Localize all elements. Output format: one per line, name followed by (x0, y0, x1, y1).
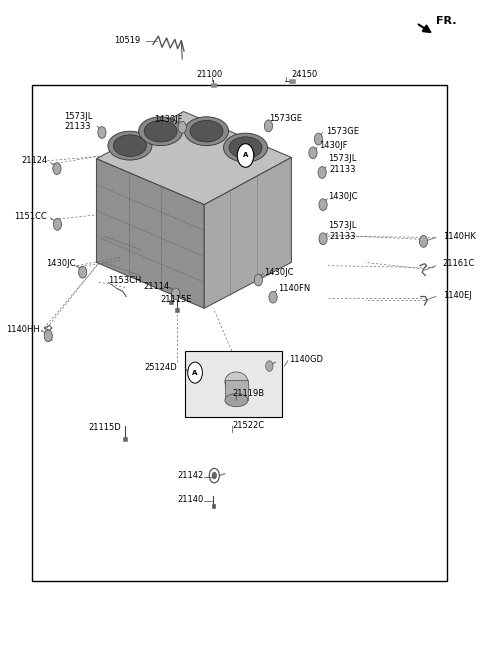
Circle shape (420, 236, 428, 247)
Text: 1573JL
21133: 1573JL 21133 (328, 154, 357, 174)
Circle shape (319, 199, 327, 211)
Text: 21124: 21124 (21, 156, 48, 165)
Bar (185, 351, 282, 417)
Bar (289, 79, 295, 83)
Text: 21115D: 21115D (88, 423, 121, 432)
Text: 1430JC: 1430JC (46, 259, 76, 268)
Circle shape (178, 121, 186, 133)
Text: 21522C: 21522C (233, 420, 265, 430)
Text: 1140HH: 1140HH (6, 325, 40, 334)
Polygon shape (96, 159, 204, 308)
Text: 21114: 21114 (144, 281, 170, 291)
Circle shape (318, 167, 326, 178)
Circle shape (314, 133, 323, 145)
Circle shape (309, 147, 317, 159)
Text: A: A (243, 152, 248, 159)
Text: 1573JL
21133: 1573JL 21133 (328, 221, 357, 241)
Text: 21115E: 21115E (161, 295, 192, 304)
Text: 1430JC: 1430JC (328, 192, 358, 201)
Text: 21140: 21140 (177, 495, 204, 504)
Circle shape (264, 120, 273, 132)
Text: 1153CH: 1153CH (108, 276, 141, 285)
Ellipse shape (113, 135, 146, 157)
Circle shape (172, 288, 180, 300)
Bar (175, 308, 179, 312)
Text: 1430JC: 1430JC (264, 268, 293, 277)
Circle shape (212, 472, 216, 479)
Text: 21100: 21100 (197, 70, 223, 79)
Text: 10519: 10519 (114, 36, 140, 45)
Text: 1430JF: 1430JF (154, 115, 182, 124)
Text: 21119B: 21119B (233, 389, 265, 398)
Bar (212, 504, 215, 508)
Circle shape (98, 127, 106, 138)
Circle shape (53, 163, 61, 174)
Text: 21142: 21142 (177, 471, 204, 480)
Ellipse shape (184, 117, 228, 146)
Text: FR.: FR. (436, 16, 456, 26)
Text: 1430JF: 1430JF (319, 141, 348, 150)
Ellipse shape (229, 136, 262, 158)
Text: 1573GE: 1573GE (326, 127, 359, 136)
Circle shape (44, 330, 52, 342)
Ellipse shape (108, 131, 152, 160)
Ellipse shape (139, 117, 183, 146)
Circle shape (188, 362, 203, 383)
Text: 25124D: 25124D (144, 363, 177, 372)
Bar (225, 380, 248, 400)
Circle shape (254, 274, 263, 286)
Text: A: A (192, 369, 198, 376)
Circle shape (79, 266, 87, 278)
Text: 1573GE: 1573GE (269, 113, 302, 123)
Bar (211, 83, 216, 87)
Bar (169, 300, 173, 304)
Ellipse shape (225, 372, 248, 392)
Text: 1151CC: 1151CC (14, 212, 48, 221)
Text: 24150: 24150 (291, 70, 318, 79)
Circle shape (53, 218, 61, 230)
Ellipse shape (190, 120, 223, 142)
Circle shape (266, 361, 273, 371)
Text: 1140HK: 1140HK (443, 232, 476, 241)
Text: 1573JL
21133: 1573JL 21133 (64, 112, 92, 131)
Circle shape (237, 144, 254, 167)
Circle shape (269, 291, 277, 303)
Polygon shape (96, 112, 291, 205)
Bar (32, 85, 447, 581)
Ellipse shape (144, 120, 177, 142)
Polygon shape (204, 157, 291, 308)
Bar (123, 437, 127, 441)
Text: 1140EJ: 1140EJ (443, 291, 471, 300)
Text: 21161C: 21161C (443, 259, 475, 268)
Text: 1140GD: 1140GD (289, 355, 323, 364)
Ellipse shape (224, 133, 267, 162)
Ellipse shape (225, 394, 248, 407)
Text: 1140FN: 1140FN (277, 284, 310, 293)
Circle shape (319, 233, 327, 245)
